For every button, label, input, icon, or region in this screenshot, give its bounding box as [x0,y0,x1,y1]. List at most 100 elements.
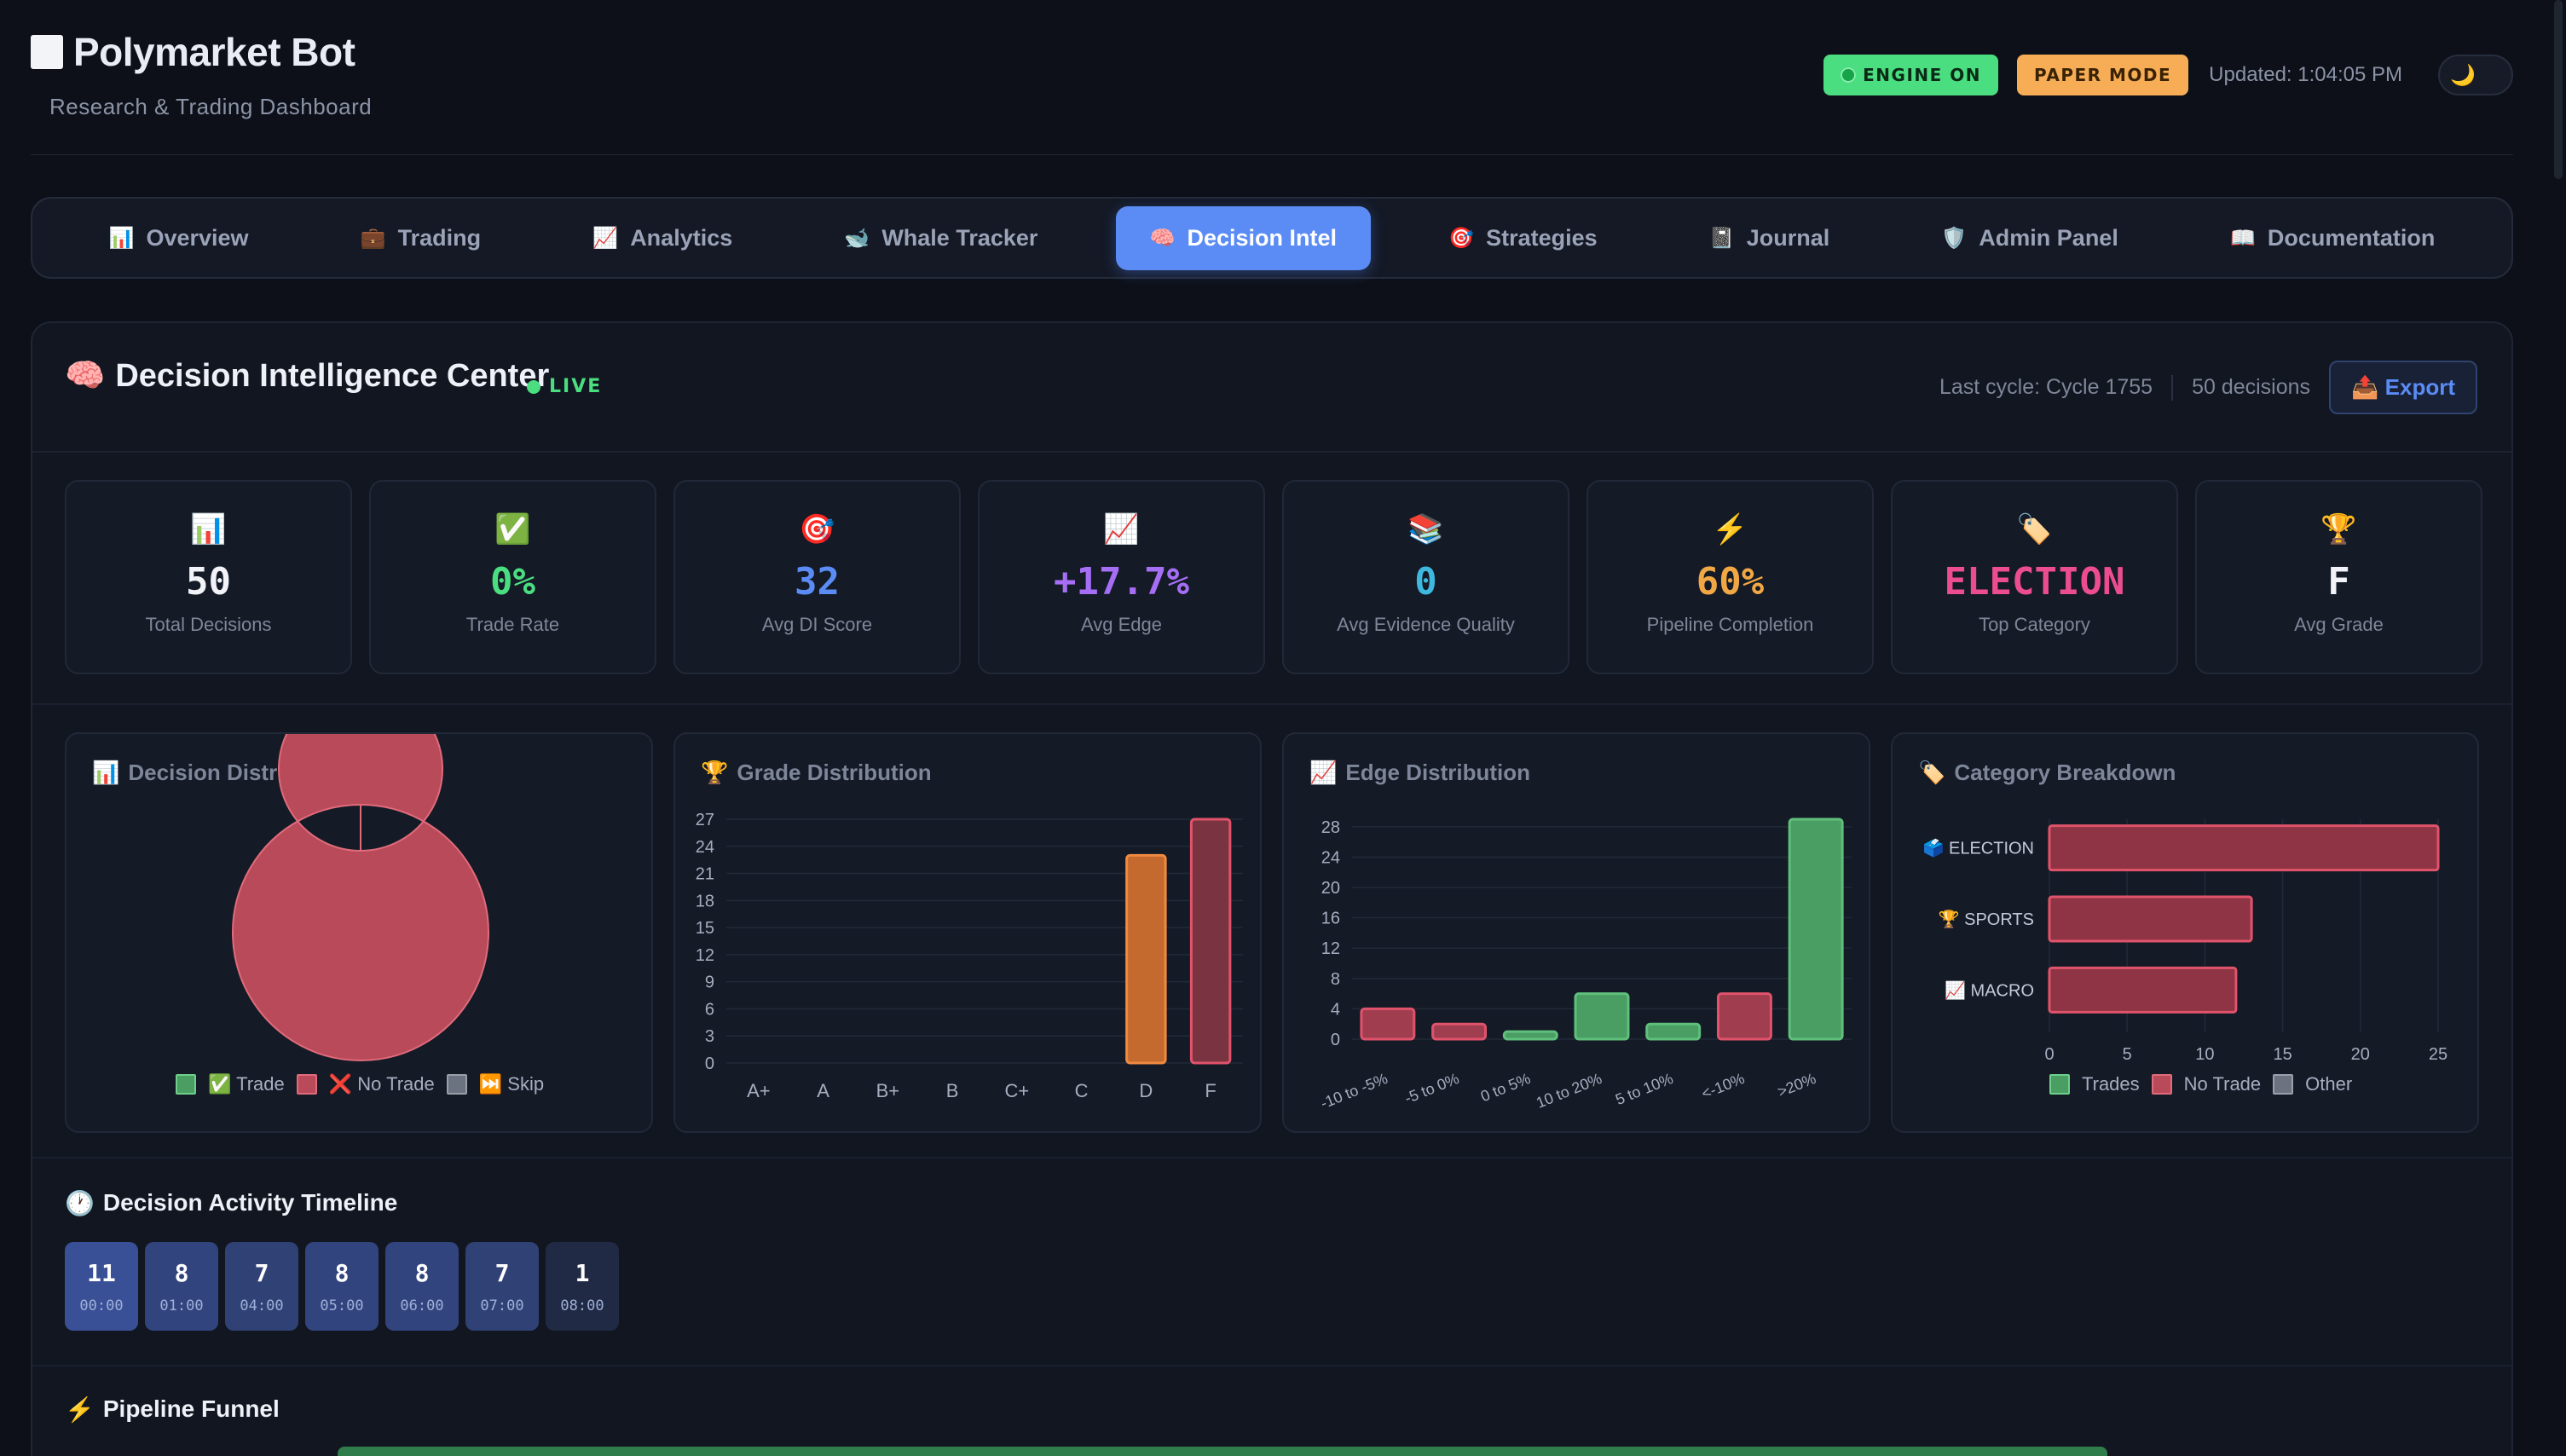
page-title-text: Decision Intelligence Center [115,357,550,394]
tab-label: Overview [146,224,249,251]
x-tick-label: 15 [2273,1045,2291,1064]
donut-slice[interactable] [232,734,489,1061]
y-tick-label: 24 [696,838,714,857]
page-scrollbar[interactable] [2554,0,2563,179]
y-tick-label: 0 [1331,1031,1340,1049]
timeline-count: 1 [575,1258,590,1287]
x-tick-label: 5 to 10% [1613,1070,1675,1108]
tab-label: Strategies [1486,224,1598,251]
timeline-cell[interactable]: 7 04:00 [225,1242,298,1331]
timeline-title-text: Decision Activity Timeline [102,1189,398,1216]
engine-status-badge: ENGINE ON [1823,55,1999,95]
page: Polymarket Bot Research & Trading Dashbo… [31,0,2513,1456]
legend-label: Other [2305,1073,2353,1095]
x-tick-label: B+ [876,1080,900,1101]
bar[interactable] [1645,1022,1702,1041]
legend-swatch [176,1074,196,1095]
bar[interactable] [1716,992,1772,1041]
section-divider [32,703,2511,705]
tab-icon: 📓 [1708,226,1735,250]
tab-overview[interactable]: 📊 Overview [75,206,283,270]
timeline-cell[interactable]: 8 01:00 [145,1242,218,1331]
stat-icon: 🏷️ [2016,513,2053,546]
stat-icon: ⚡ [1712,513,1748,546]
tab-journal[interactable]: 📓 Journal [1675,206,1864,270]
stat-card: 🏷️ ELECTION Top Category [1891,480,2178,674]
legend-swatch [2049,1074,2070,1095]
section-divider [32,1157,2511,1158]
stat-label: Total Decisions [145,614,272,635]
bar[interactable] [1574,992,1630,1041]
grade-bar-chart: 0 3 6 9 12 15 18 21 24 27 A+ A B+ B C+ C D F [696,811,1243,1101]
legend-label: Trades [2082,1073,2140,1095]
live-indicator: LIVE [527,376,602,397]
y-tick-label: 24 [1321,848,1340,867]
decision-legend: ✅ Trade ❌ No Trade ⏭️ Skip [176,1073,544,1095]
brain-icon: 🧠 [65,358,106,394]
theme-toggle[interactable]: 🌙 [2438,55,2513,95]
tab-whale-tracker[interactable]: 🐋 Whale Tracker [810,206,1072,270]
stat-icon: 📈 [1103,513,1140,546]
timeline-cell[interactable]: 11 00:00 [65,1242,138,1331]
export-button[interactable]: 📤 Export [2329,361,2477,414]
chart-row: 📊 Decision Distribution ✅ Trade ❌ No Trad… [65,732,2479,1133]
tab-icon: 🐋 [844,226,870,250]
stat-icon: 🏆 [2320,513,2357,546]
bar[interactable] [1788,818,1844,1041]
tab-analytics[interactable]: 📈 Analytics [558,206,766,270]
bar[interactable] [1125,853,1167,1065]
x-tick-label: >20% [1775,1070,1818,1101]
x-tick-label: 0 to 5% [1478,1070,1533,1105]
chart-up-icon: 📈 [1309,760,1338,785]
bar[interactable] [1431,1022,1488,1041]
y-tick-label: 8 [1331,970,1340,989]
x-tick-label: B [946,1080,959,1101]
section-divider [32,1365,2511,1366]
tab-decision-intel[interactable]: 🧠 Decision Intel [1115,205,1372,270]
legend-label: ❌ No Trade [328,1073,435,1095]
tab-label: Analytics [630,224,733,251]
bar[interactable] [1502,1030,1558,1041]
y-tick-label: 27 [696,811,714,829]
meta-divider [2171,374,2174,401]
tab-admin-panel[interactable]: 🛡️ Admin Panel [1907,206,2152,270]
stat-card: 📚 0 Avg Evidence Quality [1282,480,1569,674]
activity-timeline: 11 00:00 8 01:00 7 04:00 8 05:00 8 06:00 7 07:00 1 08… [65,1242,619,1331]
bar[interactable] [1189,818,1232,1065]
x-tick-label: 10 to 20% [1534,1070,1604,1112]
bar[interactable] [2048,824,2440,872]
panel-title-text: Edge Distribution [1345,760,1531,785]
timeline-cell[interactable]: 8 05:00 [305,1242,379,1331]
x-tick-label: D [1139,1080,1153,1101]
stat-icon: 📊 [190,513,227,546]
chart-icon: 📊 [92,760,120,785]
y-tick-label: 📈 MACRO [1945,979,2034,1000]
timeline-cell[interactable]: 8 06:00 [385,1242,459,1331]
y-tick-label: 🗳️ ELECTION [1923,838,2034,858]
timeline-time: 01:00 [159,1297,204,1314]
category-breakdown-panel: 🏷️ Category Breakdown 0 5 10 15 20 25 🗳️ ELECT… [1891,732,2479,1133]
y-tick-label: 3 [705,1027,714,1046]
stat-card: ⚡ 60% Pipeline Completion [1586,480,1874,674]
decision-distribution-panel: 📊 Decision Distribution ✅ Trade ❌ No Trad… [65,732,653,1133]
bar[interactable] [2048,966,2238,1014]
funnel-bar [338,1447,2107,1456]
timeline-cell[interactable]: 1 08:00 [546,1242,619,1331]
bar[interactable] [2048,895,2253,943]
tab-documentation[interactable]: 📖 Documentation [2196,206,2469,270]
stat-icon: ✅ [494,513,531,546]
edge-bar-chart: 0 4 8 12 16 20 24 28 -10 to -5% -5 to 0% 0 to 5% 10… [1318,818,1852,1112]
tab-strategies[interactable]: 🎯 Strategies [1414,206,1631,270]
x-tick-label: C [1075,1080,1089,1101]
x-tick-label: A [817,1080,829,1101]
legend-swatch [2273,1074,2294,1095]
live-label: LIVE [549,376,603,397]
stat-label: Pipeline Completion [1646,614,1814,635]
stat-icon: 🎯 [799,513,835,546]
tab-label: Whale Tracker [881,224,1038,251]
timeline-title: 🕐 Decision Activity Timeline [65,1189,397,1217]
timeline-cell[interactable]: 7 07:00 [465,1242,539,1331]
tab-trading[interactable]: 💼 Trading [327,206,515,270]
panel-title-text: Grade Distribution [737,760,932,785]
bar[interactable] [1360,1007,1416,1041]
